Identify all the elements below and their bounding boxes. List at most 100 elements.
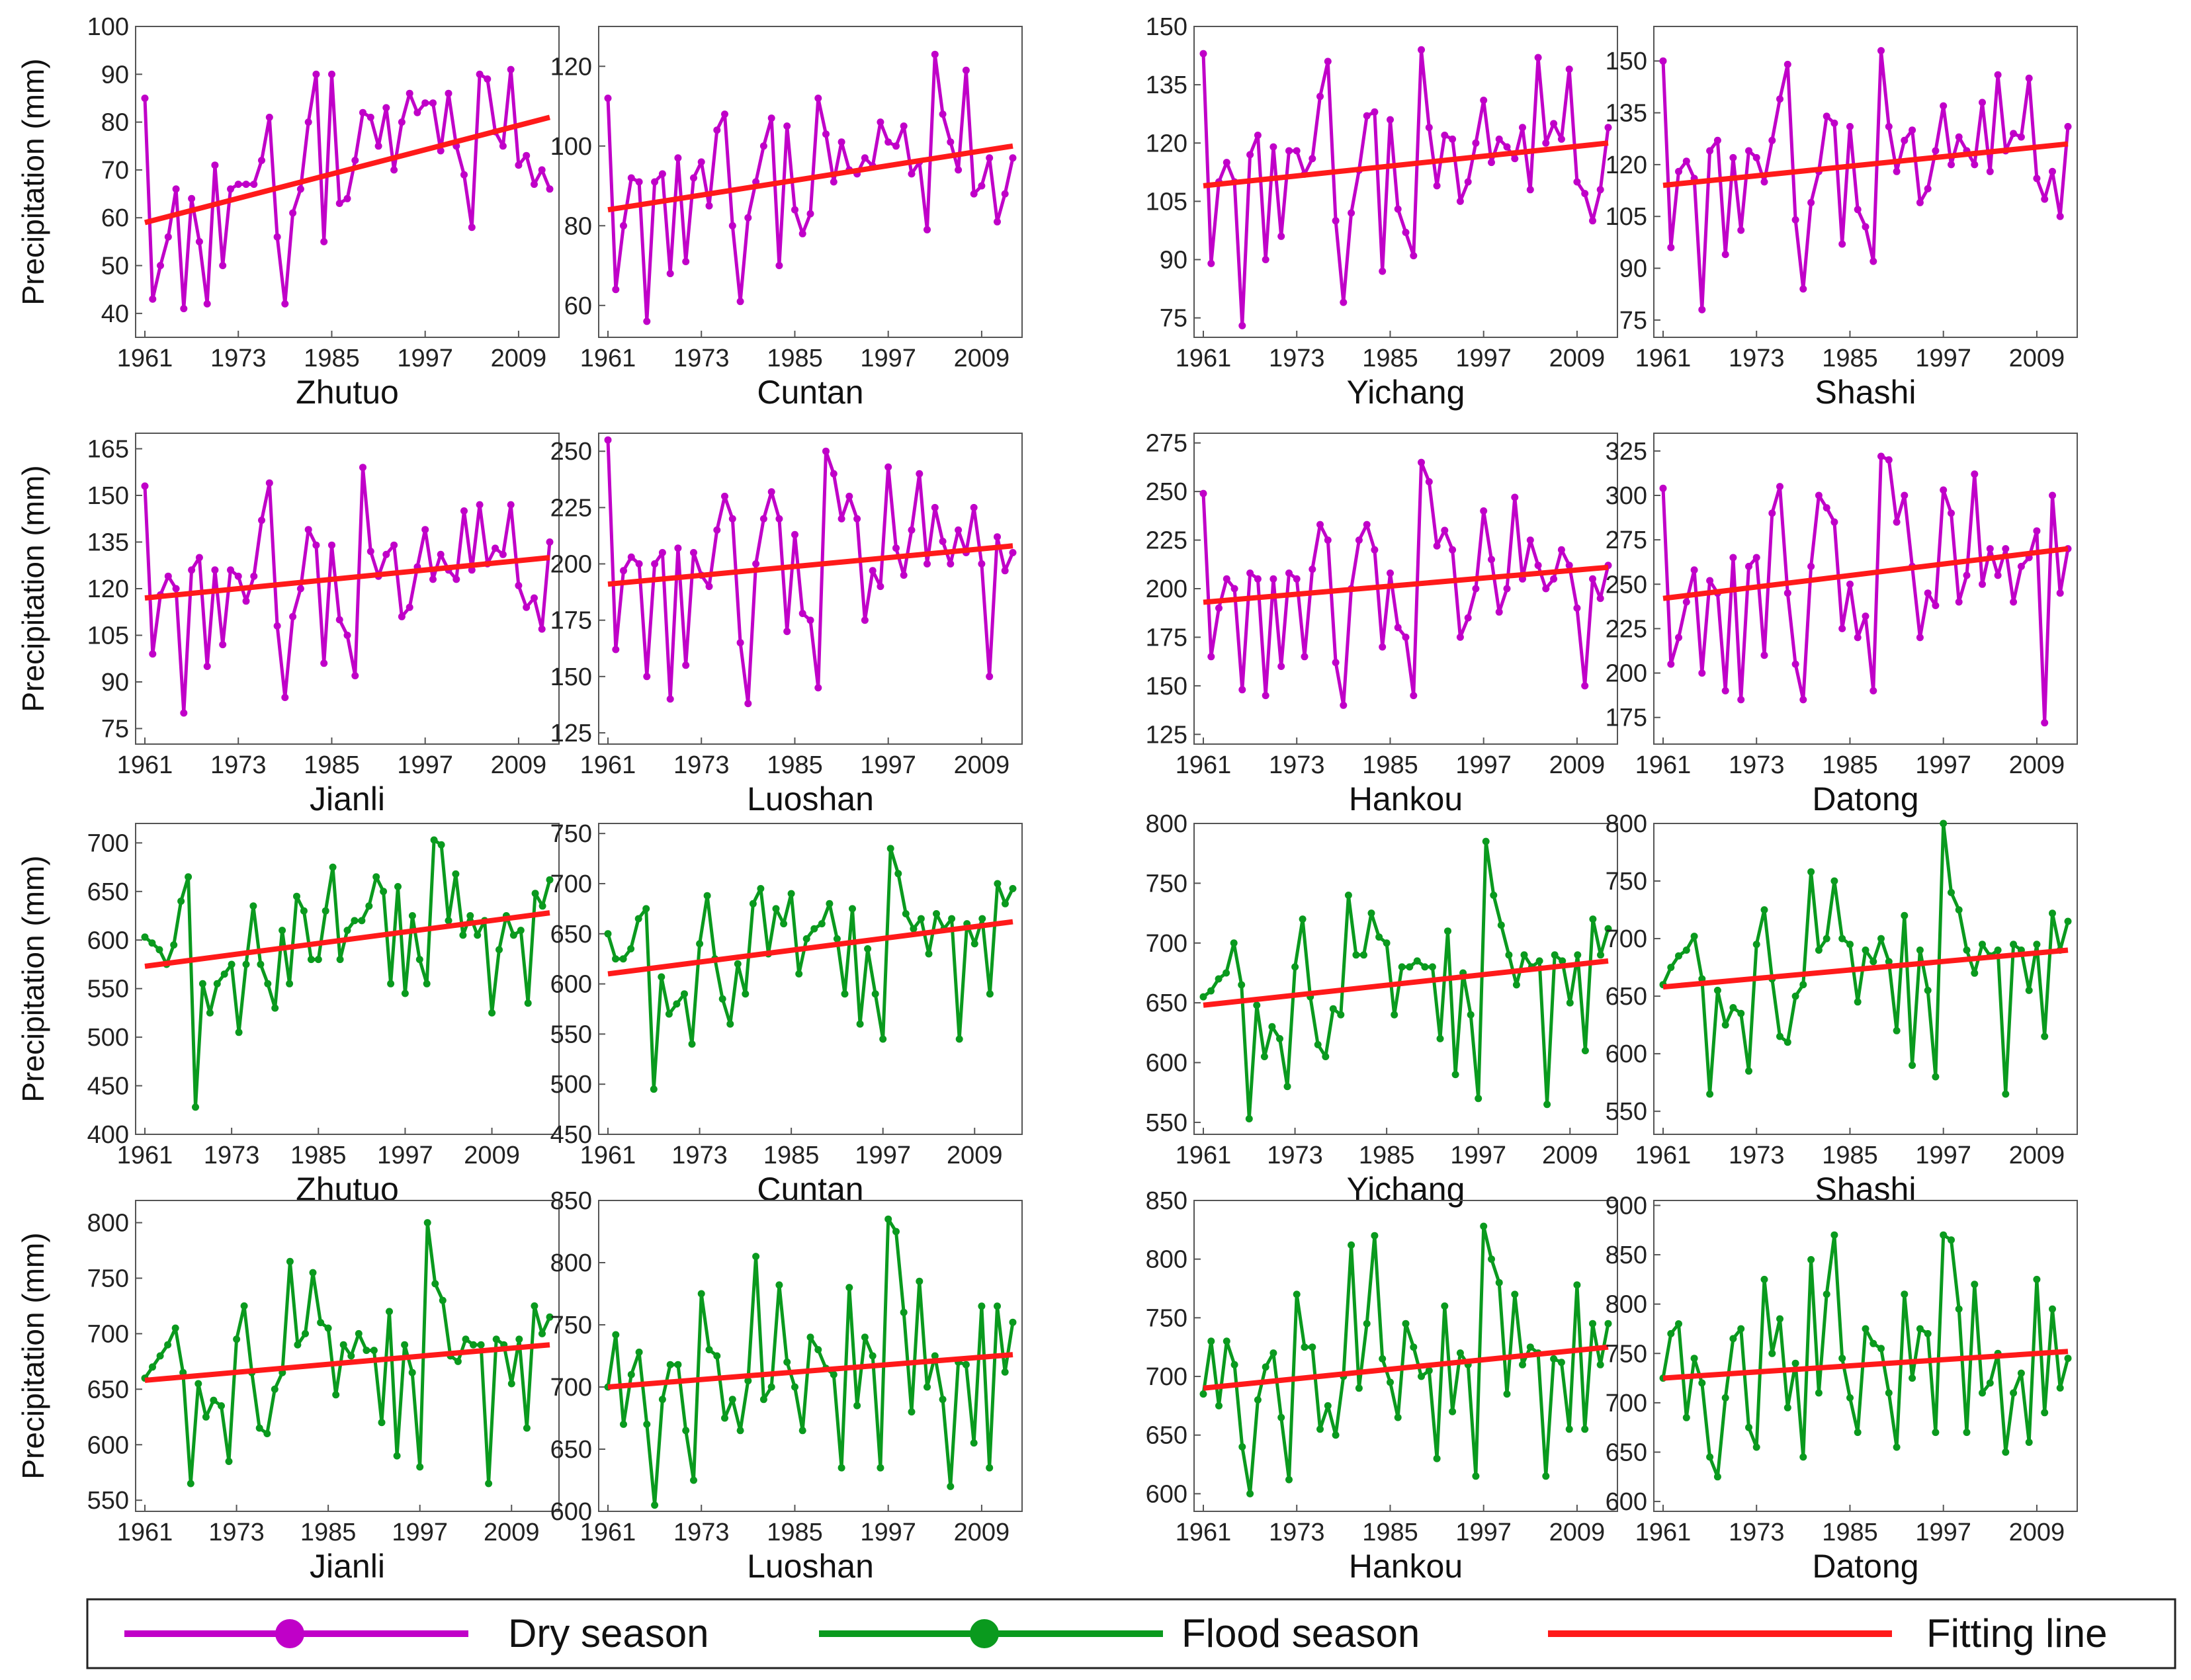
data-point bbox=[1729, 1335, 1737, 1343]
data-point bbox=[468, 566, 476, 574]
data-point bbox=[1932, 1073, 1940, 1081]
data-point bbox=[1246, 569, 1254, 577]
data-point bbox=[1783, 589, 1791, 597]
data-point bbox=[1877, 452, 1885, 460]
data-point bbox=[620, 222, 627, 230]
data-point bbox=[188, 566, 196, 574]
x-tick-label: 1985 bbox=[304, 751, 360, 779]
data-point bbox=[1449, 135, 1457, 143]
data-point bbox=[507, 65, 515, 73]
data-point bbox=[1597, 951, 1604, 959]
data-point bbox=[1994, 946, 2002, 954]
x-tick-label: 2009 bbox=[947, 1142, 1003, 1169]
data-point bbox=[286, 1257, 294, 1265]
data-point bbox=[273, 622, 281, 630]
data-point bbox=[818, 920, 826, 928]
data-point bbox=[329, 863, 337, 871]
y-tick-label: 750 bbox=[1606, 1340, 1647, 1368]
data-point bbox=[164, 233, 172, 241]
data-point bbox=[1268, 1023, 1276, 1030]
data-point bbox=[452, 575, 460, 583]
data-point bbox=[1340, 701, 1348, 709]
data-point bbox=[1589, 217, 1596, 225]
data-point bbox=[242, 181, 250, 189]
data-point bbox=[1909, 126, 1916, 134]
data-point bbox=[1433, 542, 1441, 550]
y-tick-label: 750 bbox=[1606, 868, 1647, 896]
data-point bbox=[1862, 612, 1869, 620]
data-point bbox=[1503, 143, 1511, 151]
y-tick-label: 550 bbox=[87, 976, 129, 1003]
data-point bbox=[783, 122, 791, 130]
data-point bbox=[1472, 585, 1480, 593]
data-point bbox=[1979, 1389, 1986, 1397]
fitting-line bbox=[1662, 141, 2069, 189]
data-point bbox=[1283, 1083, 1291, 1091]
data-point bbox=[476, 501, 484, 509]
data-point bbox=[886, 845, 894, 853]
data-point bbox=[643, 1420, 651, 1428]
x-tick-label: 1997 bbox=[397, 751, 453, 779]
data-point bbox=[627, 174, 635, 182]
y-tick-label: 550 bbox=[1606, 1098, 1647, 1126]
station-label: Luoshan bbox=[747, 780, 874, 818]
data-point bbox=[523, 1424, 531, 1432]
data-point bbox=[917, 915, 925, 923]
data-point bbox=[814, 684, 822, 692]
chart-flood-luoshan: 600 650 700 750 800 850 1961 1973 1985 1997 2009 Lu… bbox=[550, 1187, 1023, 1585]
data-point bbox=[273, 233, 281, 241]
data-point bbox=[172, 585, 180, 593]
data-point bbox=[962, 66, 970, 74]
data-point bbox=[1238, 686, 1246, 694]
y-tick-label: 850 bbox=[1146, 1187, 1187, 1215]
y-tick-label: 550 bbox=[550, 1021, 592, 1048]
data-point bbox=[806, 1333, 814, 1341]
data-point bbox=[1791, 660, 1799, 668]
data-point bbox=[421, 99, 429, 107]
data-point bbox=[1823, 112, 1830, 120]
data-point bbox=[515, 161, 523, 169]
data-point bbox=[752, 1253, 760, 1261]
data-point bbox=[1246, 1490, 1254, 1497]
series-line bbox=[143, 1221, 552, 1486]
data-point bbox=[531, 890, 539, 898]
x-tick-label: 1997 bbox=[860, 751, 916, 779]
data-point bbox=[177, 898, 185, 905]
data-point bbox=[1207, 987, 1215, 995]
x-tick-label: 1973 bbox=[673, 345, 730, 372]
data-point bbox=[1451, 1071, 1459, 1079]
data-point bbox=[1436, 1034, 1444, 1042]
data-point bbox=[172, 185, 180, 193]
data-point bbox=[1948, 161, 1955, 169]
data-point bbox=[515, 581, 523, 589]
data-point bbox=[728, 222, 736, 230]
data-point bbox=[227, 185, 234, 193]
data-point bbox=[604, 930, 612, 938]
data-point bbox=[1986, 545, 1994, 553]
data-point bbox=[658, 170, 666, 178]
data-point bbox=[877, 1464, 884, 1472]
data-point bbox=[1519, 124, 1526, 132]
data-point bbox=[538, 625, 546, 633]
data-point bbox=[437, 147, 445, 155]
data-point bbox=[2002, 1090, 2010, 1098]
data-point bbox=[1418, 1372, 1425, 1380]
data-point bbox=[1846, 122, 1854, 130]
data-point bbox=[1348, 1241, 1355, 1249]
data-point bbox=[1830, 877, 1838, 885]
data-point bbox=[1456, 1349, 1464, 1357]
x-tick-label: 1973 bbox=[1729, 1519, 1785, 1546]
data-point bbox=[401, 989, 409, 997]
data-point bbox=[1823, 504, 1830, 512]
data-point bbox=[328, 70, 335, 78]
data-point bbox=[1285, 569, 1293, 577]
data-point bbox=[406, 89, 413, 97]
data-point bbox=[546, 876, 554, 884]
chart-dry-luoshan: 125 150 175 200 225 250 1961 1973 1985 1997 2009 Lu… bbox=[550, 433, 1023, 818]
data-point bbox=[2041, 1032, 2049, 1040]
data-point bbox=[249, 902, 257, 910]
data-point bbox=[459, 931, 467, 939]
data-point bbox=[939, 538, 947, 545]
data-point bbox=[517, 927, 525, 935]
chart-flood-jianli: 550 600 650 700 750 800 1961 1973 1985 1997 2009 Ji… bbox=[16, 1200, 560, 1585]
